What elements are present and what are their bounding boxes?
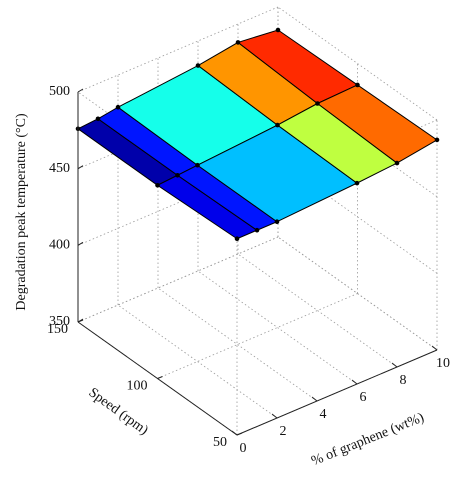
- grid-line: [197, 270, 358, 385]
- y-tick: [77, 319, 84, 323]
- x-tick-label: 0: [240, 441, 247, 456]
- x-tick: [391, 362, 398, 368]
- grid-line: [77, 6, 279, 93]
- surface-point: [394, 160, 400, 166]
- z-tick-label: 450: [49, 161, 70, 176]
- y-tick-label: 50: [213, 435, 227, 450]
- grid-line: [237, 253, 398, 368]
- surface-point: [195, 162, 200, 168]
- grid-line: [277, 160, 438, 274]
- surface-point: [254, 227, 260, 233]
- y-tick: [236, 432, 243, 436]
- x-tick: [431, 345, 438, 351]
- z-tick: [77, 165, 84, 170]
- surface-point: [234, 236, 240, 242]
- surface-point: [315, 101, 320, 106]
- grid-line: [157, 287, 318, 402]
- y-tick: [157, 376, 163, 379]
- x-tick-label: 4: [320, 407, 327, 422]
- y-tick-label: 150: [47, 322, 68, 337]
- grid-line: [277, 6, 438, 121]
- z-tick-label: 500: [49, 84, 70, 99]
- surface-point: [175, 172, 180, 178]
- surface-point: [235, 40, 241, 45]
- surface-point: [115, 104, 121, 110]
- grid-line: [277, 236, 438, 351]
- grid-line: [157, 293, 358, 379]
- x-tick-label: 10: [436, 356, 450, 371]
- surface-point: [355, 82, 360, 88]
- z-tick-label: 350: [49, 314, 70, 329]
- x-tick: [311, 396, 318, 402]
- surface-point: [354, 180, 360, 186]
- surface-point: [95, 116, 101, 122]
- x-tick: [231, 430, 238, 436]
- x-tick: [351, 379, 358, 385]
- surface-point: [195, 63, 201, 68]
- grid-line: [117, 304, 278, 419]
- surface-point: [434, 137, 440, 143]
- y-tick-label: 100: [127, 379, 148, 394]
- z-tick: [77, 88, 84, 93]
- x-tick-label: 6: [360, 390, 367, 405]
- surface-point: [275, 27, 281, 33]
- x-tick: [271, 413, 278, 419]
- grid-line: [77, 236, 279, 323]
- surface-point: [274, 219, 280, 225]
- x-tick-label: 8: [400, 373, 407, 388]
- x-axis-label: % of graphene (wt%): [309, 410, 426, 469]
- surface-point: [155, 183, 160, 188]
- z-axis-label: Degradation peak temperature (°C): [14, 113, 29, 311]
- surface-point: [275, 122, 280, 128]
- x-axis: [236, 349, 438, 436]
- x-tick-label: 2: [280, 424, 287, 439]
- z-tick: [77, 241, 84, 246]
- z-tick-label: 400: [49, 238, 70, 253]
- grid-line: [277, 83, 438, 197]
